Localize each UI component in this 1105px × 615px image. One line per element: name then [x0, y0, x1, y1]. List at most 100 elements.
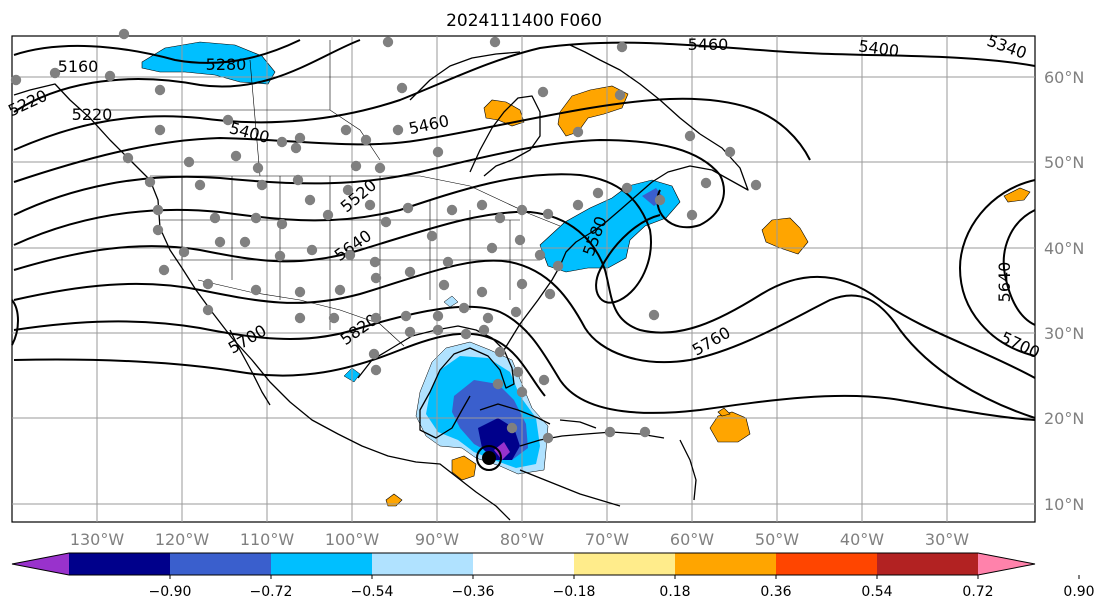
- station-dot: [154, 124, 166, 136]
- station-dot: [404, 326, 416, 338]
- lat-tick-label: 40°N: [1044, 239, 1084, 258]
- lat-tick-label: 60°N: [1044, 68, 1084, 87]
- station-dot: [614, 89, 626, 101]
- station-dot: [122, 152, 134, 164]
- shaded-orange-guat: [451, 455, 477, 481]
- station-dot: [350, 160, 362, 172]
- shaded-purple-core: [494, 442, 510, 460]
- station-dot: [542, 208, 554, 220]
- colorbar-outline: [11, 552, 1036, 576]
- station-dot: [494, 212, 506, 224]
- station-dot: [476, 199, 488, 211]
- shaded-orange-labrador: [557, 85, 629, 137]
- station-dot: [49, 67, 61, 79]
- station-dot: [369, 256, 381, 268]
- station-dot: [486, 242, 498, 254]
- station-dot: [322, 209, 334, 221]
- station-dot: [294, 312, 306, 324]
- station-dot: [544, 288, 556, 300]
- lat-tick-label: 30°N: [1044, 324, 1084, 343]
- station-dot: [294, 132, 306, 144]
- station-dot: [380, 216, 392, 228]
- station-dot: [432, 146, 444, 158]
- station-dot: [250, 212, 262, 224]
- station-dot: [482, 312, 494, 324]
- station-dot: [516, 386, 528, 398]
- station-dot: [446, 204, 458, 216]
- station-dot: [183, 156, 195, 168]
- lon-tick-labels: 130°W 120°W 110°W 100°W 90°W 80°W 70°W 6…: [70, 530, 969, 549]
- colorbar-swatch: [776, 553, 878, 575]
- colorbar-swatch: [473, 553, 575, 575]
- station-dot: [534, 249, 546, 261]
- station-dot: [639, 426, 651, 438]
- station-dot: [648, 309, 660, 321]
- colorbar-extend-high: [978, 553, 1035, 575]
- station-dot: [432, 324, 444, 336]
- lat-tick-labels: 60°N 50°N 40°N 30°N 20°N 10°N: [1044, 68, 1084, 514]
- station-dot: [476, 286, 488, 298]
- station-dot: [512, 366, 524, 378]
- contour-label: 5160: [58, 57, 99, 76]
- lon-tick-label: 90°W: [415, 530, 459, 549]
- contour-label: 5220: [72, 105, 113, 124]
- station-dot: [616, 41, 628, 53]
- station-dot: [374, 162, 386, 174]
- station-dot: [292, 174, 304, 186]
- station-dot: [118, 28, 130, 40]
- station-dot: [700, 177, 712, 189]
- station-dot: [392, 124, 404, 136]
- colorbar-swatch: [69, 553, 171, 575]
- station-dot: [304, 194, 316, 206]
- lat-tick-label: 10°N: [1044, 495, 1084, 514]
- station-dot: [654, 194, 666, 206]
- station-dot: [178, 246, 190, 258]
- lon-tick-label: 120°W: [155, 530, 210, 549]
- colorbar-swatch: [574, 553, 676, 575]
- station-dot: [684, 130, 696, 142]
- colorbar-tick-label: −0.90: [149, 584, 192, 600]
- shaded-orange-east: [1003, 187, 1031, 203]
- station-dot: [492, 378, 504, 390]
- station-dot: [506, 422, 518, 434]
- station-dot: [724, 146, 736, 158]
- colorbar-tick-label: 0.18: [659, 584, 690, 600]
- station-dot: [592, 187, 604, 199]
- station-dot: [340, 124, 352, 136]
- coastlines: [13, 44, 749, 521]
- lat-tick-label: 50°N: [1044, 153, 1084, 172]
- height-contours: [11, 39, 1036, 421]
- station-dot: [537, 86, 549, 98]
- station-dot: [276, 218, 288, 230]
- station-dot: [542, 432, 554, 444]
- gridlines: [12, 36, 1035, 522]
- station-dot: [154, 84, 166, 96]
- station-dot: [209, 212, 221, 224]
- lon-tick-label: 80°W: [500, 530, 544, 549]
- station-dot: [510, 306, 522, 318]
- station-dot: [344, 249, 356, 261]
- station-dot: [572, 126, 584, 138]
- colorbar-swatch: [675, 553, 777, 575]
- contour-labels: 5160 5220 5280 5340 5400 5400 5460 5460 …: [5, 31, 1043, 362]
- shaded-blue-ne: [539, 179, 681, 273]
- lon-tick-label: 30°W: [925, 530, 969, 549]
- station-dot: [274, 250, 286, 262]
- station-dot: [572, 199, 584, 211]
- station-dot: [250, 284, 262, 296]
- station-dot: [230, 150, 242, 162]
- station-dot: [514, 234, 526, 246]
- shaded-field: [141, 41, 1031, 507]
- map-panel: 5160 5220 5280 5340 5400 5400 5460 5460 …: [5, 28, 1043, 523]
- station-dot: [432, 310, 444, 322]
- station-dot: [252, 162, 264, 174]
- station-dot: [256, 179, 268, 191]
- station-dot: [294, 286, 306, 298]
- station-markers: [10, 28, 762, 444]
- station-dot: [404, 266, 416, 278]
- station-dot: [604, 426, 616, 438]
- contour-label: 5640: [995, 262, 1014, 303]
- station-dot: [334, 284, 346, 296]
- colorbar-swatch: [170, 553, 272, 575]
